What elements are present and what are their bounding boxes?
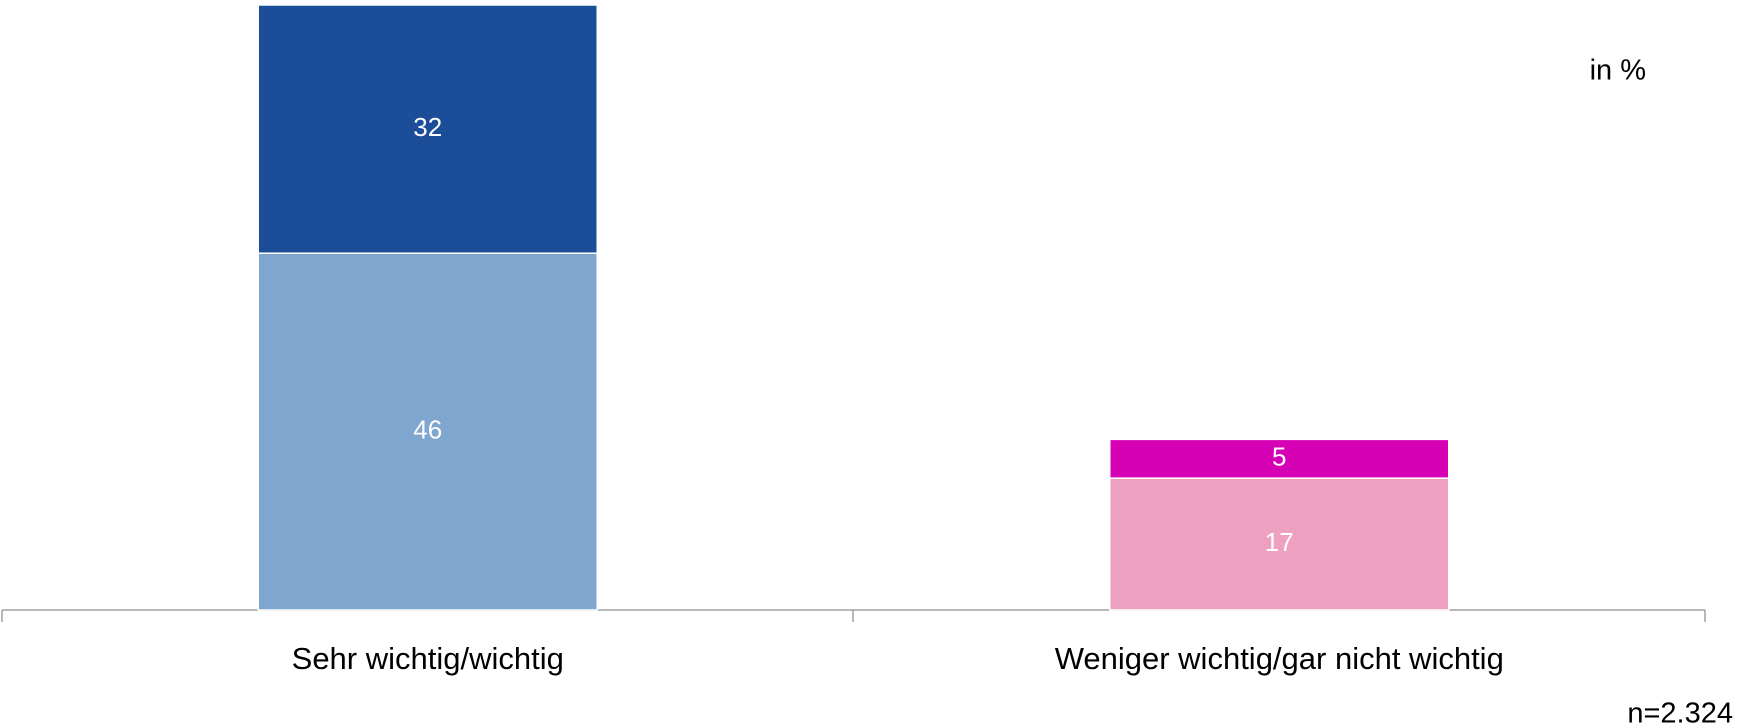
data-label: 5 xyxy=(1272,442,1286,472)
data-label: 32 xyxy=(413,112,442,142)
bar-segment xyxy=(257,4,598,254)
unit-note: in % xyxy=(1590,55,1646,87)
x-tick-label: Weniger wichtig/gar nicht wichtig xyxy=(1055,641,1504,676)
bar-segment xyxy=(1109,477,1450,611)
data-label: 46 xyxy=(413,414,442,444)
bar-segment xyxy=(257,252,598,611)
x-tick-label: Sehr wichtig/wichtig xyxy=(292,641,564,676)
data-label: 17 xyxy=(1265,527,1294,557)
sample-note: n=2.324 xyxy=(1627,698,1733,728)
bar-segment xyxy=(1109,438,1450,479)
